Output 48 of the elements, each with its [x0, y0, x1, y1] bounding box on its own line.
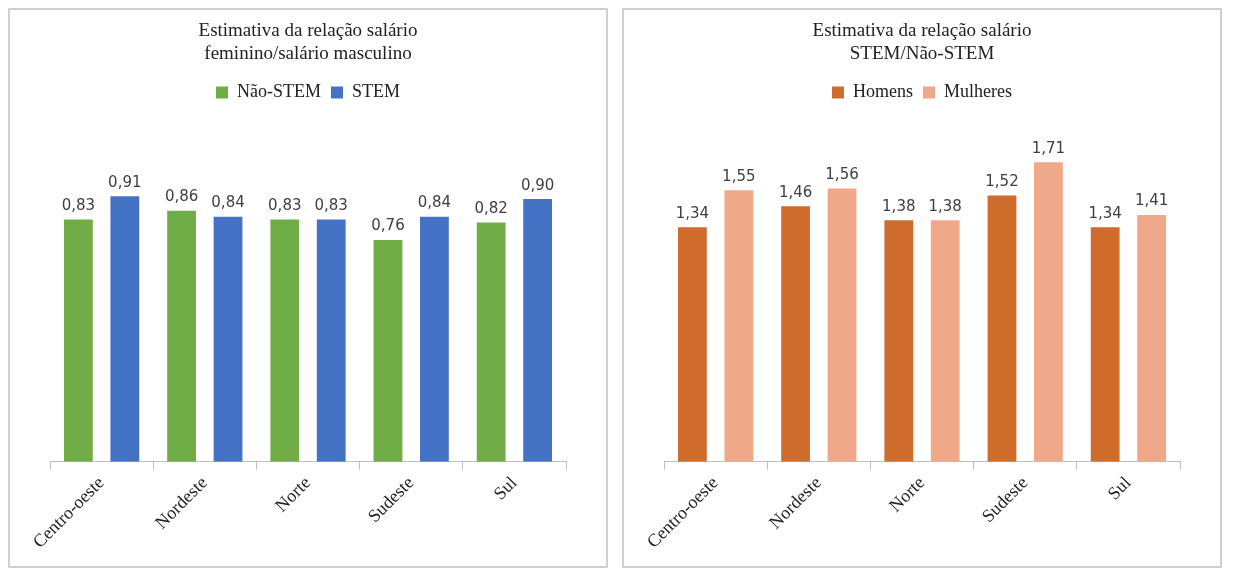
data-label: 1,46	[778, 182, 813, 201]
legend-label: STEM	[351, 81, 401, 102]
data-label: 1,52	[985, 172, 1019, 191]
bar	[270, 219, 300, 462]
chart-title: Estimativa da relação salário feminino/salário masculino	[198, 19, 418, 64]
bar	[930, 220, 960, 462]
data-label: 0,83	[268, 195, 302, 214]
data-label: 1,71	[1031, 138, 1066, 157]
bar	[213, 216, 243, 462]
data-label: 1,55	[722, 166, 756, 185]
bar	[1090, 227, 1120, 462]
data-label: 0,84	[211, 193, 245, 212]
data-label: 1,41	[1134, 191, 1169, 210]
data-label: 0,76	[371, 216, 405, 235]
bar	[827, 188, 857, 462]
bar	[167, 210, 196, 462]
bar	[1137, 214, 1167, 462]
legend-label: Não-STEM	[237, 81, 321, 102]
bar	[316, 219, 346, 462]
legend-label: Homens	[853, 81, 914, 102]
bar	[987, 195, 1017, 462]
data-label: 1,34	[675, 203, 710, 222]
bar	[781, 206, 810, 462]
bar	[373, 239, 403, 462]
data-label: 0,91	[108, 172, 142, 191]
data-label: 0,83	[314, 195, 348, 214]
bar	[420, 216, 449, 462]
bar	[884, 220, 914, 462]
bar	[1034, 162, 1063, 462]
data-label: 1,56	[825, 165, 859, 184]
x-tick-label: Sul	[1103, 472, 1135, 504]
bar	[476, 222, 506, 462]
data-label: 1,38	[928, 196, 962, 215]
chart-title: Estimativa da relação salário STEM/Não-STEM	[812, 19, 1032, 64]
data-label: 0,82	[474, 198, 508, 217]
data-label: 1,34	[1088, 203, 1122, 222]
x-tick-label: Sul	[489, 472, 521, 504]
bar	[63, 219, 93, 462]
bar	[724, 190, 754, 462]
bar	[523, 199, 553, 462]
bar	[677, 227, 707, 462]
data-label: 0,90	[520, 175, 555, 194]
data-label: 0,86	[164, 187, 199, 206]
data-label: 0,83	[61, 195, 96, 214]
bar	[110, 196, 140, 462]
data-label: 0,84	[417, 193, 452, 212]
data-label: 1,38	[882, 196, 916, 215]
legend-label: Mulheres	[944, 81, 1012, 102]
